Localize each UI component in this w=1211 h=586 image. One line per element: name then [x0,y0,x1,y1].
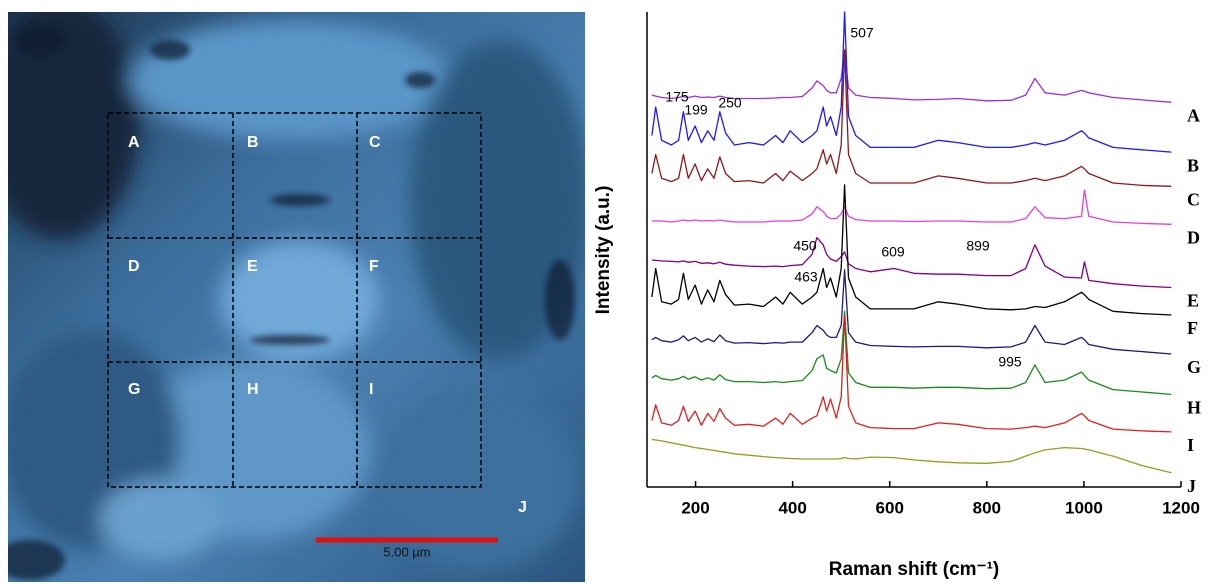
x-tick-label: 1000 [1065,498,1103,517]
series-label: C [1187,189,1200,209]
x-tick-label: 400 [778,498,806,517]
peak-annotation: 199 [684,102,708,118]
series-label: E [1187,291,1199,311]
series-label: G [1187,357,1201,377]
series-label: D [1187,227,1200,247]
series-label: B [1187,155,1199,175]
region-label: H [247,381,259,398]
x-tick-label: 600 [876,498,904,517]
region-label: I [369,381,373,398]
spectrum [651,49,1172,103]
series-label: I [1187,435,1194,455]
series-label: J [1187,476,1196,496]
peak-annotation: 450 [793,238,817,254]
spectrum [651,236,1172,289]
peak-annotation: 175 [665,89,689,105]
peak-annotation: 609 [881,244,905,260]
peak-annotation: 250 [718,95,742,111]
region-label: D [128,258,140,275]
spectrum [651,438,1172,474]
region-label: J [518,499,527,516]
series-label: F [1187,318,1198,338]
x-tick-label: 200 [681,498,709,517]
peak-annotation: 899 [966,238,990,254]
spectrum [651,189,1172,225]
series-label: A [1187,105,1200,125]
region-label: F [369,258,379,275]
spectrum [651,315,1172,433]
raman-chart: 200 400 600 800 1000 1200 Raman shift (cm⁻¹) In… [593,11,1201,580]
x-tick-label: 1200 [1162,498,1200,517]
spectrum [651,310,1172,396]
region-label: A [128,134,140,151]
peak-annotation: 995 [998,354,1022,370]
peak-annotation: 463 [794,269,818,285]
series-label: H [1187,398,1201,418]
region-label: B [247,134,259,151]
region-label: C [369,134,381,151]
micrograph: 5.00 µm [8,12,585,582]
region-label: E [247,258,258,275]
y-axis-label: Intensity (a.u.) [593,186,614,315]
spectrum [651,49,1172,187]
peak-annotation: 507 [850,25,874,41]
spectrum [651,184,1172,316]
x-tick-label: 800 [973,498,1001,517]
spectrum [651,269,1172,355]
region-label: G [128,381,140,398]
spectrum [651,11,1172,153]
scale-bar-label: 5.00 µm [383,544,430,559]
x-axis-label: Raman shift (cm⁻¹) [829,559,1000,580]
region-grid [107,112,482,488]
